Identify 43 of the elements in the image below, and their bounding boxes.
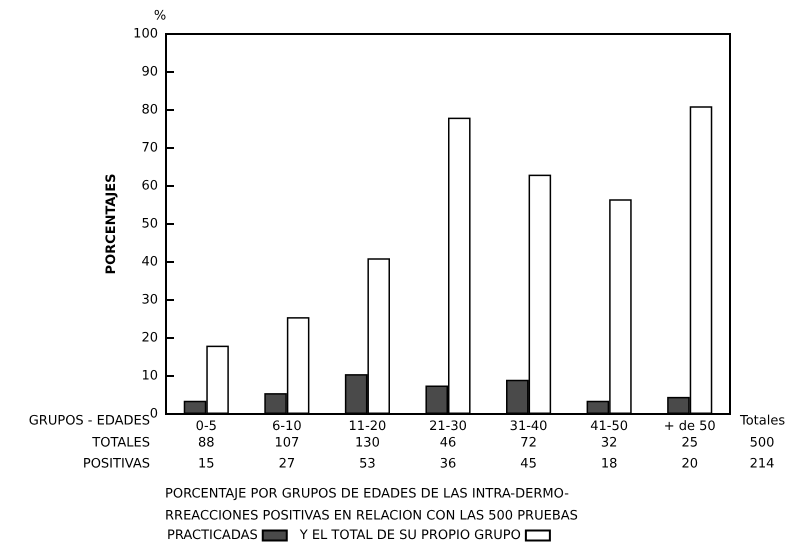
y-tick-label: 60 — [141, 178, 158, 194]
text: 27 — [278, 456, 296, 472]
y-tick-label: 90 — [141, 64, 158, 80]
text: 72 — [520, 436, 537, 450]
x-tick-label: 31-40 — [510, 419, 548, 434]
y-tick-label: 70 — [141, 140, 158, 156]
x-axis-title: GRUPOS - EDADES — [28, 414, 150, 428]
text: 32 — [600, 436, 618, 450]
text: 107 — [274, 436, 300, 450]
text: 214 — [750, 456, 774, 472]
y-tick-label: 80 — [141, 102, 158, 118]
y-tick-label: 40 — [141, 254, 158, 270]
text: 36 — [440, 456, 456, 472]
text: POSITIVAS — [82, 456, 150, 472]
x-tick-label: 11-20 — [348, 419, 386, 434]
text: 15 — [198, 456, 215, 472]
text: 46 — [440, 436, 456, 450]
y-tick-label: 10 — [141, 368, 158, 384]
legend-label: PRACTICADAS — [166, 528, 258, 543]
x-tick-label: + de 50 — [664, 419, 716, 434]
x-tick-label: 6-10 — [272, 419, 302, 434]
y-tick-label: 50 — [141, 216, 158, 232]
text: 45 — [520, 456, 537, 472]
text: % — [154, 8, 166, 24]
y-tick-label: 20 — [141, 330, 158, 346]
text: 25 — [681, 436, 698, 450]
x-tick-label: 0-5 — [196, 419, 217, 434]
text: 500 — [750, 436, 774, 450]
text: 53 — [359, 456, 376, 472]
legend-label: Y EL TOTAL DE SU PROPIO GRUPO — [298, 528, 521, 543]
x-tick-label: 21-30 — [429, 419, 467, 434]
text: 18 — [600, 456, 618, 472]
text: 88 — [198, 436, 215, 450]
y-tick-label: 100 — [133, 26, 158, 42]
text: PORCENTAJE POR GRUPOS DE EDADES DE LAS INTRA-DERMO- RREACCIONES POSITIVAS EN RELACION CON LAS 500 PRUEBAS — [165, 486, 578, 524]
y-tick-label: 0 — [150, 406, 158, 422]
text: TOTALES — [91, 436, 150, 450]
y-tick-label: 30 — [141, 292, 158, 308]
x-tick-label: 41-50 — [590, 419, 628, 434]
y-axis-title: PORCENTAJES — [104, 174, 119, 274]
text: Totales — [739, 414, 786, 428]
text: 20 — [681, 456, 698, 472]
text: 130 — [355, 436, 380, 450]
